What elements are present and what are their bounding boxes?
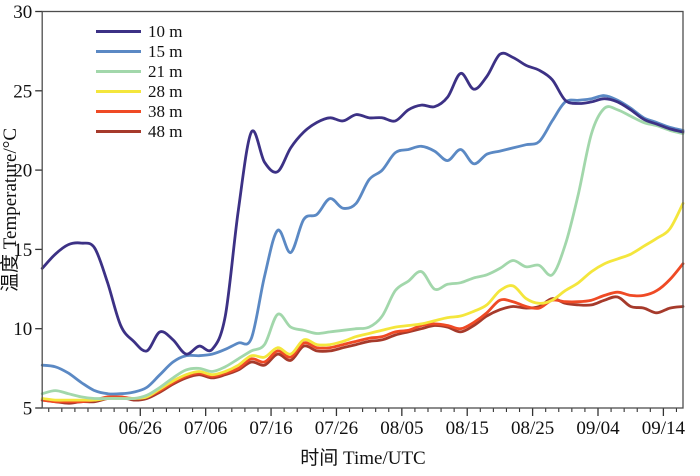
series-line-28m [40,202,685,402]
legend-label-21m: 21 m [148,62,182,81]
y-axis-title: 温度 Temperature/°C [0,128,21,292]
y-tick-label: 5 [23,399,33,420]
y-tick-label: 20 [13,161,32,182]
x-tick-label: 08/05 [380,418,423,439]
x-tick-label: 07/06 [184,418,227,439]
x-tick-label: 06/26 [119,418,162,439]
legend: 10 m15 m21 m28 m38 m48 m [96,22,182,141]
x-tick-label: 08/25 [511,418,554,439]
series-line-10m [40,51,685,356]
x-tick-label: 09/14 [642,418,686,439]
x-axis-title: 时间 Time/UTC [300,447,425,469]
series-line-15m [40,94,685,396]
series-line-38m [40,262,685,404]
y-tick-label: 10 [13,319,32,340]
y-tick-label: 15 [13,240,32,261]
x-tick-label: 07/16 [249,418,292,439]
series-line-21m [40,105,685,401]
x-tick-label: 07/26 [315,418,358,439]
legend-label-15m: 15 m [148,42,182,61]
legend-label-48m: 48 m [148,122,182,141]
axis-tick-labels: 5 10 15 20 25 30 06/26 07/06 07/16 07/26 08/05 08/1… [13,2,685,439]
y-tick-label: 30 [13,2,32,23]
legend-label-28m: 28 m [148,82,182,101]
series-line-48m [40,295,685,405]
axis-ticks [35,10,678,416]
x-tick-label: 08/15 [446,418,489,439]
y-tick-label: 25 [13,81,32,102]
legend-label-10m: 10 m [148,22,182,41]
data-series-lines [40,51,685,405]
legend-label-38m: 38 m [148,102,182,121]
x-tick-label: 09/04 [576,418,620,439]
plot-frame [41,10,684,409]
